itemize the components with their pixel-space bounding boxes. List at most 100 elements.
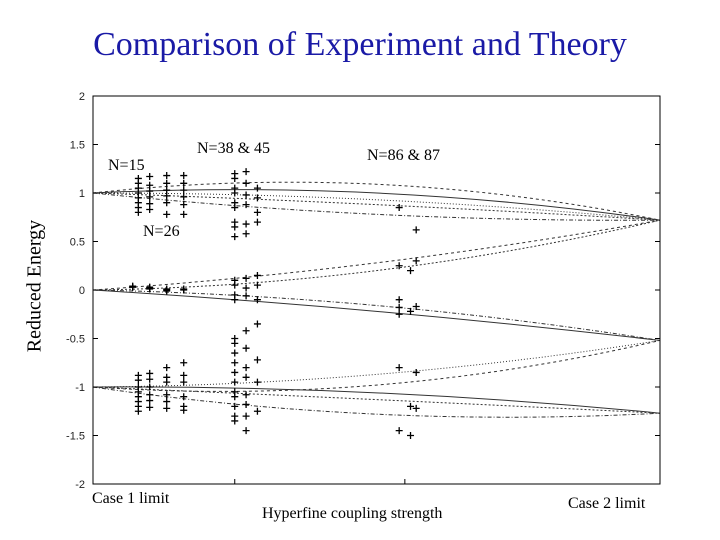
experiment-point [163,172,171,180]
y-tick-label: 2 [79,91,85,103]
experiment-point [253,184,261,192]
chart-title: Comparison of Experiment and Theory [93,26,627,63]
experiment-point [180,201,188,209]
y-tick-label: -1.5 [66,431,85,443]
experiment-point [242,373,250,381]
experiment-point [231,233,239,241]
theory-curve [92,181,661,221]
experiment-point [253,218,261,226]
experiment-point [163,378,171,386]
experiment-point [253,271,261,279]
experiment-point [231,174,239,182]
theory-curve [92,339,661,392]
experiment-point [180,210,188,218]
experiment-point [412,226,420,234]
experiment-point [163,364,171,372]
x-limit-left-label: Case 1 limit [92,490,170,507]
theory-curves [92,181,661,418]
experiment-point [242,168,250,176]
theory-curve [92,386,661,414]
annotation-n26: N=26 [143,223,180,240]
experiment-point [231,204,239,212]
y-tick-label: -2 [75,479,85,491]
experiment-point [134,376,142,384]
experiment-point [395,204,403,212]
experiment-point [395,296,403,304]
experiment-point [163,179,171,187]
theory-curve [92,289,661,341]
x-axis-label: Hyperfine coupling strength [262,505,442,522]
experiment-point [407,267,415,275]
experiment-point [180,285,188,293]
y-tick-label: -0.5 [66,334,85,346]
experiment-point [180,359,188,367]
y-tick-label: 0 [79,285,85,297]
experiment-point [163,391,171,399]
experiment-point [407,432,415,439]
experiment-point [231,378,239,386]
experiment-point [180,186,188,194]
theory-curve [92,219,661,291]
experiment-point [180,179,188,187]
experiment-point [231,223,239,231]
experiment-point [253,296,261,304]
experiment-point [180,371,188,379]
theory-curve [92,386,661,414]
theory-curve [92,219,661,291]
experiment-point [242,230,250,238]
experiment-point [407,402,415,410]
annotation-n86-87: N=86 & 87 [367,147,440,164]
experiment-point [146,375,154,383]
experiment-point [163,287,171,295]
experiment-point [412,404,420,412]
experiment-point [163,404,171,412]
experiment-point [412,368,420,376]
experiment-point [231,349,239,357]
experiment-point [242,292,250,300]
experiment-point [146,193,154,201]
experiment-point [231,281,239,289]
experiment-point [231,339,239,347]
experiment-point [242,400,250,408]
experiment-point [180,193,188,201]
experiment-point [163,199,171,207]
x-limit-right-label: Case 2 limit [568,495,646,512]
experiment-point [242,327,250,335]
experiment-point [231,402,239,410]
annotation-n15: N=15 [108,157,145,174]
experiment-point [231,296,239,304]
y-tick-label: 1 [79,188,85,200]
theory-curve [92,192,661,221]
theory-curve [92,192,661,221]
y-tick-label: 0.5 [70,237,85,249]
experiment-point [253,407,261,415]
theory-curve [92,289,661,341]
experiment-point [146,205,154,213]
experiment-point [242,284,250,292]
experiment-point [242,191,250,199]
experiment-point [253,356,261,364]
experiment-point [242,274,250,282]
experiment-point [180,406,188,414]
experiment-point [242,201,250,209]
experiment-point [231,417,239,425]
experiment-point [395,364,403,372]
experiment-point [242,391,250,399]
theory-curve [92,189,661,221]
experiment-point [134,407,142,415]
theory-curve [92,386,661,418]
experiment-point [180,378,188,386]
experiment-point [231,393,239,401]
experiment-point [242,344,250,352]
theory-curve [92,339,661,388]
experiment-point [163,210,171,218]
experiment-point [163,398,171,406]
experiment-point [146,383,154,391]
y-axis-ticks: 2 1.5 1 0.5 0 -0.5 -1 -1.5 -2 [66,91,660,491]
experiment-point [253,320,261,328]
experiment-point [253,281,261,289]
experiment-point [253,208,261,216]
y-tick-label: -1 [75,382,85,394]
experiment-point [129,283,137,291]
experiment-point [163,192,171,200]
